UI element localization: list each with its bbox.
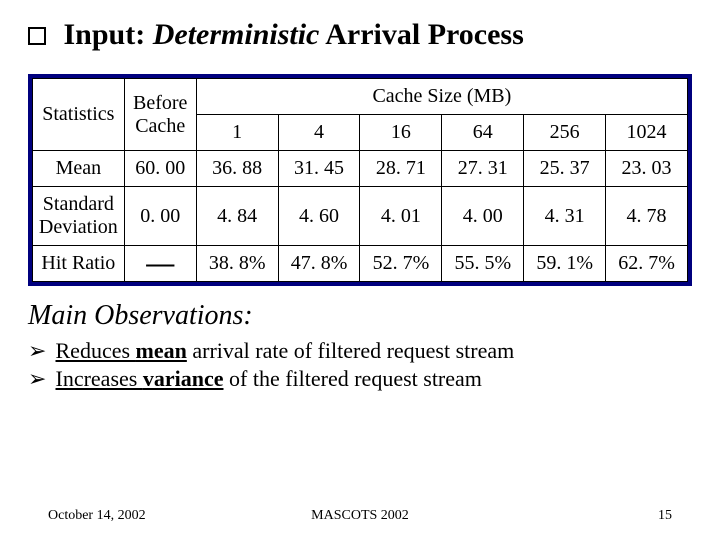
- cell-stddev-before: 0. 00: [124, 187, 196, 246]
- cell-stddev-1024: 4. 78: [606, 187, 688, 246]
- arrow-icon: ➢: [28, 338, 50, 364]
- cell-stddev-1: 4. 84: [196, 187, 278, 246]
- obs2-underline-bold: variance: [143, 366, 224, 391]
- cell-hitratio-1024: 62. 7%: [606, 246, 688, 282]
- stats-table: Statistics Before Cache Cache Size (MB) …: [32, 78, 688, 282]
- cell-mean-64: 27. 31: [442, 151, 524, 187]
- observations-heading: Main Observations:: [28, 300, 692, 332]
- row-label-hitratio: Hit Ratio: [33, 246, 125, 282]
- stddev-l2: Deviation: [39, 216, 118, 238]
- header-size-16: 16: [360, 115, 442, 151]
- header-size-64: 64: [442, 115, 524, 151]
- cell-hitratio-before: —: [124, 246, 196, 282]
- row-label-stddev: Standard Deviation: [33, 187, 125, 246]
- row-label-mean: Mean: [33, 151, 125, 187]
- header-size-1024: 1024: [606, 115, 688, 151]
- header-before-cache: Before Cache: [124, 79, 196, 151]
- obs2-plain: of the filtered request stream: [224, 366, 482, 391]
- cell-mean-1024: 23. 03: [606, 151, 688, 187]
- obs2-underline-pre: Increases: [56, 366, 143, 391]
- cell-stddev-4: 4. 60: [278, 187, 360, 246]
- cell-mean-256: 25. 37: [524, 151, 606, 187]
- obs1-plain: arrival rate of filtered request stream: [187, 338, 514, 363]
- header-size-4: 4: [278, 115, 360, 151]
- header-size-1: 1: [196, 115, 278, 151]
- cell-stddev-256: 4. 31: [524, 187, 606, 246]
- list-item: ➢ Increases variance of the filtered req…: [28, 366, 692, 392]
- cell-mean-1: 36. 88: [196, 151, 278, 187]
- header-size-256: 256: [524, 115, 606, 151]
- arrow-icon: ➢: [28, 366, 50, 392]
- slide-footer: October 14, 2002 MASCOTS 2002 15: [48, 508, 672, 524]
- cell-mean-before: 60. 00: [124, 151, 196, 187]
- header-cache-size: Cache Size (MB): [196, 79, 687, 115]
- footer-date: October 14, 2002: [48, 508, 146, 524]
- obs1-underline-bold: mean: [136, 338, 187, 363]
- stats-table-wrapper: Statistics Before Cache Cache Size (MB) …: [28, 74, 692, 286]
- table-row: Standard Deviation 0. 00 4. 84 4. 60 4. …: [33, 187, 688, 246]
- stddev-l1: Standard: [43, 193, 114, 215]
- obs1-underline-pre: Reduces: [56, 338, 136, 363]
- footer-venue: MASCOTS 2002: [311, 508, 409, 524]
- footer-page: 15: [658, 508, 672, 524]
- cell-hitratio-256: 59. 1%: [524, 246, 606, 282]
- slide-title: Input: Deterministic Arrival Process: [28, 18, 692, 52]
- cell-hitratio-64: 55. 5%: [442, 246, 524, 282]
- header-before-l2: Cache: [135, 115, 185, 137]
- header-statistics: Statistics: [33, 79, 125, 151]
- table-header-row-1: Statistics Before Cache Cache Size (MB): [33, 79, 688, 115]
- title-word-input: Input:: [64, 18, 146, 51]
- cell-hitratio-4: 47. 8%: [278, 246, 360, 282]
- cell-hitratio-1: 38. 8%: [196, 246, 278, 282]
- title-word-rest: Arrival Process: [325, 18, 524, 51]
- cell-mean-16: 28. 71: [360, 151, 442, 187]
- observations-list: ➢ Reduces mean arrival rate of filtered …: [28, 338, 692, 392]
- title-bullet-icon: [28, 27, 46, 45]
- title-word-deterministic: Deterministic: [153, 18, 320, 51]
- table-row: Hit Ratio — 38. 8% 47. 8% 52. 7% 55. 5% …: [33, 246, 688, 282]
- list-item: ➢ Reduces mean arrival rate of filtered …: [28, 338, 692, 364]
- header-before-l1: Before: [133, 92, 187, 114]
- table-row: Mean 60. 00 36. 88 31. 45 28. 71 27. 31 …: [33, 151, 688, 187]
- cell-stddev-64: 4. 00: [442, 187, 524, 246]
- cell-mean-4: 31. 45: [278, 151, 360, 187]
- cell-stddev-16: 4. 01: [360, 187, 442, 246]
- cell-hitratio-16: 52. 7%: [360, 246, 442, 282]
